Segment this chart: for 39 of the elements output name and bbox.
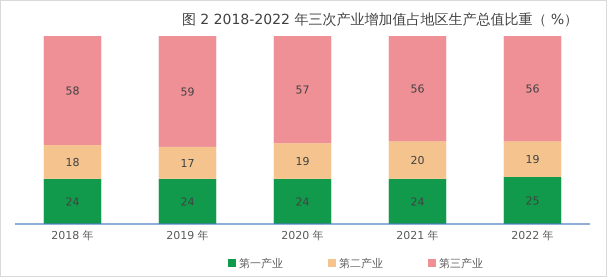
bar [274, 36, 332, 144]
bar [504, 177, 562, 224]
bar [388, 178, 446, 224]
bar [44, 145, 102, 179]
data-label: 24 [180, 195, 194, 208]
bar [44, 36, 102, 146]
bar [158, 178, 216, 224]
bar [158, 146, 216, 179]
data-label: 58 [66, 84, 80, 98]
chart-title: 图 2 2018-2022 年三次产业增加值占地区生产总值比重（ %） [182, 12, 578, 28]
bar [388, 141, 446, 179]
data-label: 20 [410, 154, 424, 168]
bar [504, 141, 562, 177]
bar [274, 178, 332, 224]
data-label: 57 [296, 84, 310, 97]
legend-label: 第一产业 [239, 257, 283, 270]
bar [504, 36, 562, 142]
data-label: 56 [526, 82, 540, 96]
data-label: 59 [180, 85, 194, 98]
bar [388, 36, 446, 142]
data-label: 19 [296, 155, 310, 168]
data-label: 24 [296, 195, 310, 208]
data-label: 17 [180, 156, 194, 170]
data-label: 24 [66, 195, 80, 208]
x-tick-label: 2022 年 [511, 229, 554, 242]
data-label: 19 [526, 153, 540, 166]
x-tick-label: 2020 年 [281, 229, 324, 242]
bar [274, 143, 332, 179]
data-label: 18 [66, 156, 80, 169]
data-label: 25 [526, 194, 540, 208]
x-tick-label: 2021 年 [396, 229, 439, 242]
legend-label: 第三产业 [439, 257, 483, 270]
x-tick-label: 2019 年 [166, 229, 209, 242]
bar [44, 178, 102, 224]
data-label: 24 [410, 195, 424, 208]
bar [158, 36, 216, 147]
legend-label: 第二产业 [339, 257, 383, 270]
data-label: 56 [410, 82, 424, 96]
x-tick-label: 2018 年 [51, 229, 94, 242]
